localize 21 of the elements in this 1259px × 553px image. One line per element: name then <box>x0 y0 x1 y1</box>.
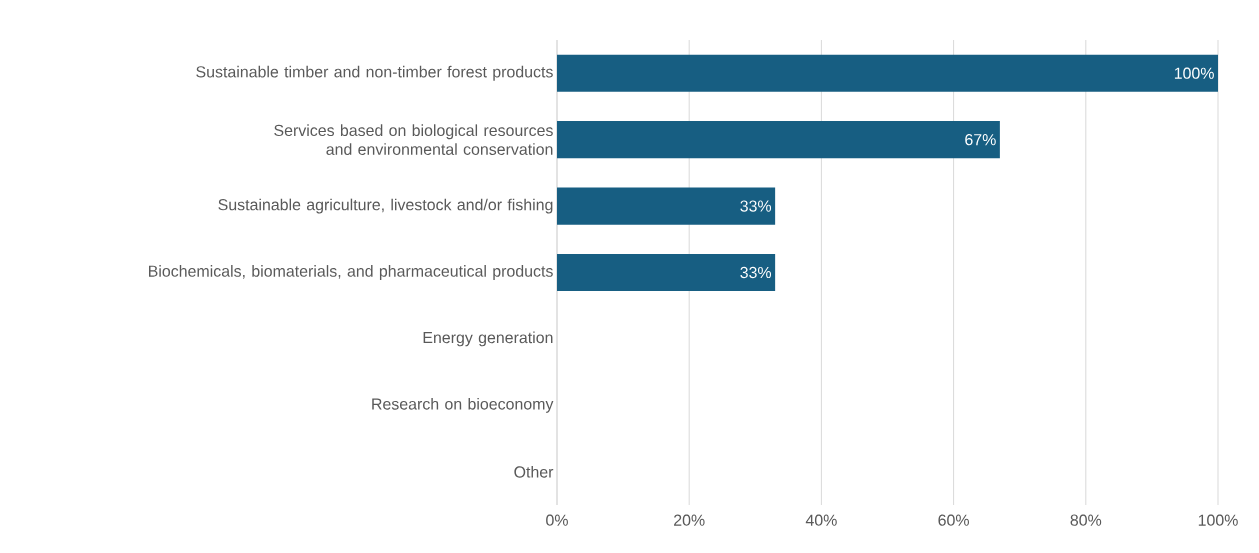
data-label: 33% <box>740 266 772 279</box>
data-label: 33% <box>740 200 772 212</box>
bar <box>557 253 776 292</box>
y-tick-label: Sustainable timber and non-timber forest products <box>196 65 553 81</box>
x-tick-label: 100% <box>1198 514 1238 526</box>
data-label: 100% <box>1174 67 1214 79</box>
y-tick-label: Services based on biological resources and environmental conservation <box>274 124 553 155</box>
y-tick-label: Other <box>514 465 554 478</box>
bar <box>557 187 776 225</box>
y-tick-label: Energy generation <box>423 331 553 347</box>
y-tick-label: Sustainable agriculture, livestock and/or fishing <box>218 198 553 214</box>
x-tick-label: 60% <box>938 514 969 526</box>
x-tick-label: 40% <box>805 514 837 526</box>
x-tick-label: 0% <box>546 514 568 526</box>
data-label: 67% <box>965 134 996 146</box>
y-tick-label: Biochemicals, biomaterials, and pharmaceutical products <box>149 265 553 280</box>
y-tick-label: Research on bioeconomy <box>372 397 554 413</box>
bar <box>557 121 1000 159</box>
x-tick-label: 80% <box>1070 514 1102 526</box>
x-tick-label: 20% <box>674 514 705 526</box>
bar <box>557 54 1219 92</box>
